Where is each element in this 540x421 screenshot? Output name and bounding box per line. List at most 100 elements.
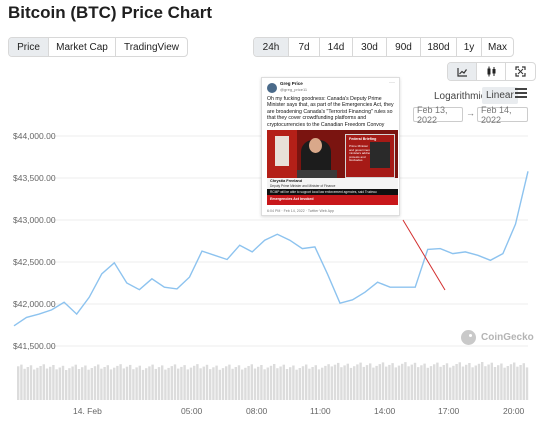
volume-bar: [500, 363, 503, 400]
volume-bar: [378, 364, 381, 400]
y-tick-label: $43,000.00: [13, 215, 56, 225]
y-tick-label: $43,500.00: [13, 173, 56, 183]
volume-bar: [372, 367, 375, 400]
chart-type-group: [447, 62, 536, 81]
chart-gridlines: [52, 135, 528, 347]
lower-third-role: Deputy Prime Minister and Minister of Fi…: [270, 184, 336, 188]
volume-bar: [209, 369, 212, 400]
volume-bar: [157, 367, 161, 400]
volume-bar: [263, 369, 266, 400]
volume-bar: [289, 367, 292, 400]
view-tab-group: Price Market Cap TradingView: [8, 37, 188, 57]
volume-bar: [429, 366, 433, 400]
volume-bar: [81, 367, 84, 400]
range-14d[interactable]: 14d: [320, 38, 353, 56]
y-tick-label: $41,500.00: [13, 341, 56, 351]
volume-bar: [189, 367, 193, 400]
volume-bar: [218, 369, 221, 400]
volume-bar: [413, 362, 417, 400]
volume-bar: [36, 367, 39, 400]
menu-icon[interactable]: [515, 88, 527, 100]
volume-bar: [173, 364, 177, 400]
volume-bar: [42, 364, 45, 400]
volume-bars: [17, 362, 529, 400]
volume-bar: [33, 369, 36, 400]
volume-bar: [461, 366, 465, 400]
annotation-arrow: [402, 219, 446, 291]
volume-bar: [269, 365, 273, 400]
range-30d[interactable]: 30d: [353, 38, 387, 56]
volume-bar: [385, 366, 388, 400]
breaking-banner-text: Emergencies Act Invoked: [270, 197, 314, 201]
lower-third-name-bar: [267, 178, 398, 189]
range-7d[interactable]: 7d: [289, 38, 320, 56]
range-90d[interactable]: 90d: [387, 38, 421, 56]
volume-bar: [225, 366, 228, 400]
volume-bar: [349, 367, 353, 400]
volume-bar: [468, 363, 471, 400]
tweet-video-thumbnail[interactable]: Federal Briefing Prime Minister and gove…: [267, 130, 398, 205]
volume-bar: [103, 367, 106, 400]
tweet-timestamp: 6:04 PM · Feb 14, 2022 · Twitter Web App: [267, 209, 334, 213]
volume-bar: [362, 366, 365, 400]
volume-bar: [244, 367, 247, 400]
more-icon[interactable]: ···: [389, 80, 395, 86]
volume-bar: [436, 362, 439, 400]
volume-bar: [26, 367, 29, 400]
volume-bar: [282, 364, 285, 400]
volume-bar: [369, 363, 372, 400]
volume-bar: [471, 367, 474, 400]
volume-bar: [231, 368, 234, 400]
volume-bar: [525, 367, 529, 400]
breaking-banner: [267, 195, 398, 205]
range-1y[interactable]: 1y: [457, 38, 482, 56]
volume-bar: [100, 368, 103, 400]
line-chart-icon[interactable]: [448, 63, 477, 80]
volume-bar: [333, 364, 337, 400]
volume-bar: [305, 364, 308, 400]
volume-bar: [154, 368, 157, 400]
embedded-tweet[interactable]: Greg Price @greg_price11 ··· Oh my fucki…: [261, 77, 400, 216]
page-title: Bitcoin (BTC) Price Chart: [8, 3, 213, 22]
volume-bar: [503, 367, 506, 400]
volume-bar: [279, 366, 282, 400]
briefing-panel-body: Prime Minister and government ministers …: [349, 144, 373, 163]
scale-linear[interactable]: Linear: [482, 87, 518, 104]
volume-bar: [253, 368, 257, 400]
volume-bar: [301, 366, 305, 400]
volume-bar: [250, 364, 253, 400]
x-tick-label: 05:00: [181, 406, 203, 416]
date-to-field[interactable]: Feb 14, 2022: [477, 105, 528, 125]
scale-logarithmic[interactable]: Logarithmic: [434, 91, 486, 102]
coingecko-watermark: CoinGecko: [461, 330, 534, 345]
tab-price[interactable]: Price: [9, 38, 49, 56]
fullscreen-icon[interactable]: [506, 63, 535, 80]
range-24h[interactable]: 24h: [254, 38, 289, 56]
date-from-field[interactable]: Feb 13, 2022: [413, 105, 463, 125]
volume-bar: [465, 364, 468, 400]
volume-bar: [129, 364, 132, 400]
volume-bar: [359, 362, 362, 400]
candlestick-icon[interactable]: [477, 63, 506, 80]
range-max[interactable]: Max: [488, 41, 507, 53]
date-range-arrow: →: [466, 108, 475, 118]
volume-bar: [346, 363, 349, 400]
tab-tradingview[interactable]: TradingView: [123, 41, 180, 53]
volume-bar: [388, 364, 391, 400]
volume-bar: [449, 367, 452, 400]
volume-bar: [135, 367, 138, 400]
volume-bar: [119, 364, 122, 400]
volume-bar: [442, 365, 445, 400]
volume-bar: [84, 365, 87, 400]
volume-bar: [458, 362, 461, 400]
volume-bar: [321, 367, 324, 400]
volume-bar: [439, 366, 442, 400]
volume-bar: [77, 369, 81, 400]
volume-bar: [215, 365, 218, 400]
volume-bar: [273, 364, 276, 400]
volume-bar: [196, 364, 199, 400]
briefing-panel-title: Federal Briefing: [349, 137, 377, 141]
tab-market-cap[interactable]: Market Cap: [49, 38, 116, 56]
range-180d[interactable]: 180d: [421, 38, 457, 56]
